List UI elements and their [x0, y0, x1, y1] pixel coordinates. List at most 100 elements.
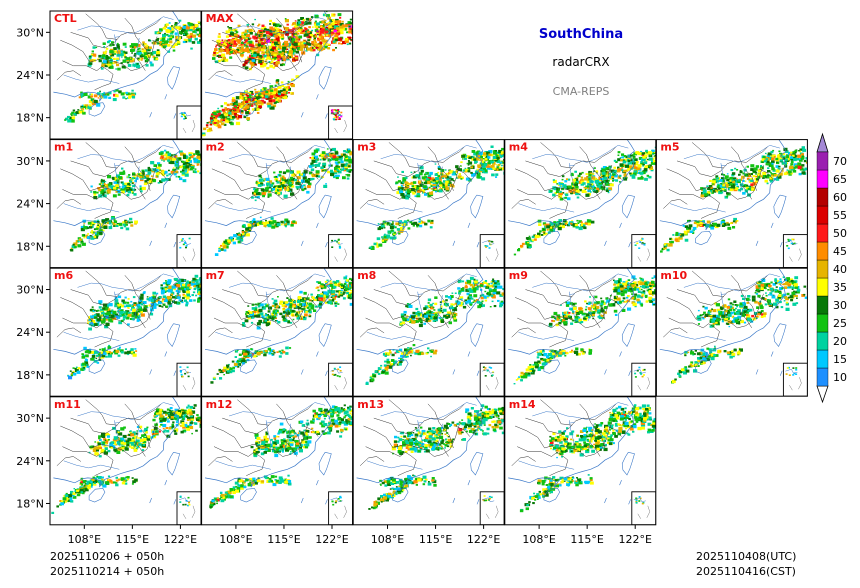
reflectivity-cell: [316, 157, 319, 160]
reflectivity-cell: [113, 224, 116, 227]
reflectivity-cell: [116, 174, 120, 178]
panel-m1: m1: [49, 139, 202, 269]
reflectivity-cell: [300, 17, 304, 21]
reflectivity-cell: [344, 164, 348, 167]
reflectivity-cell: [174, 22, 178, 25]
reflectivity-cell: [302, 19, 306, 22]
reflectivity-cell: [742, 180, 745, 182]
reflectivity-cell: [501, 164, 503, 167]
reflectivity-cell: [153, 57, 156, 59]
reflectivity-cell: [412, 181, 417, 184]
reflectivity-cell: [129, 181, 132, 183]
reflectivity-cell: [276, 55, 281, 59]
reflectivity-cell: [156, 51, 161, 55]
coastline: [508, 139, 635, 231]
reflectivity-cell: [314, 25, 318, 28]
reflectivity-cell: [136, 63, 139, 65]
reflectivity-cell: [122, 182, 126, 186]
reflectivity-cell: [71, 111, 75, 115]
reflectivity-cell: [236, 110, 240, 113]
reflectivity-cell: [110, 53, 115, 57]
reflectivity-cell: [589, 191, 592, 193]
coastline: [53, 139, 181, 231]
reflectivity-cell: [133, 177, 136, 179]
reflectivity-cell: [645, 151, 648, 154]
reflectivity-cell: [601, 178, 605, 181]
reflectivity-cell: [541, 234, 544, 236]
reflectivity-cell: [322, 13, 327, 17]
reflectivity-cell: [256, 223, 260, 226]
reflectivity-cell: [439, 184, 443, 187]
reflectivity-cell: [329, 154, 333, 157]
reflectivity-cell: [280, 58, 283, 60]
reflectivity-cell: [595, 170, 599, 173]
reflectivity-cell: [229, 121, 232, 124]
reflectivity-cell: [629, 161, 632, 164]
reflectivity-cell: [239, 238, 244, 242]
reflectivity-cell: [722, 185, 726, 189]
reflectivity-cell: [243, 116, 247, 119]
reflectivity-cell: [410, 171, 413, 174]
reflectivity-cell: [242, 101, 245, 104]
inset-dash: [182, 119, 196, 134]
reflectivity-cell: [81, 110, 85, 113]
reflectivity-cell: [80, 107, 85, 110]
reflectivity-cell: [228, 111, 232, 115]
reflectivity-cell: [96, 221, 100, 224]
reflectivity-cell: [166, 41, 169, 43]
reflectivity-cell: [715, 176, 718, 179]
reflectivity-cell: [499, 156, 502, 158]
reflectivity-cell: [90, 95, 93, 98]
reflectivity-cell: [325, 23, 329, 26]
reflectivity-cell: [100, 96, 104, 99]
reflectivity-cell: [104, 187, 108, 190]
reflectivity-cell: [338, 28, 343, 32]
reflectivity-cell: [271, 28, 275, 31]
reflectivity-cell: [248, 95, 253, 98]
reflectivity-cell: [777, 175, 782, 179]
reflectivity-cell: [285, 86, 288, 89]
reflectivity-cell: [176, 161, 179, 164]
reflectivity-cell: [316, 30, 319, 33]
reflectivity-cell: [167, 50, 171, 53]
reflectivity-cell: [611, 175, 615, 179]
reflectivity-cell: [423, 181, 428, 185]
reflectivity-cell: [563, 186, 565, 188]
reflectivity-cell: [561, 178, 564, 181]
reflectivity-cell: [78, 110, 83, 114]
reflectivity-cell: [633, 156, 636, 159]
province-border: [62, 60, 114, 91]
reflectivity-cell: [608, 189, 611, 192]
reflectivity-cell: [267, 31, 270, 34]
reflectivity-cell: [609, 166, 612, 169]
reflectivity-cell: [348, 30, 352, 34]
reflectivity-cell: [123, 188, 126, 191]
reflectivity-cell: [298, 26, 301, 29]
reflectivity-cell: [686, 230, 691, 233]
reflectivity-cell: [180, 29, 185, 33]
reflectivity-cell: [222, 119, 226, 122]
reflectivity-cell: [214, 117, 218, 120]
reflectivity-cell: [621, 153, 625, 156]
reflectivity-cell: [328, 164, 332, 167]
inset-cell: [184, 242, 187, 244]
reflectivity-cell: [476, 172, 481, 176]
reflectivity-cell: [120, 53, 124, 57]
reflectivity-cell: [629, 172, 634, 176]
reflectivity-cell: [325, 32, 330, 36]
reflectivity-cell: [145, 48, 150, 51]
reflectivity-cell: [485, 155, 489, 159]
reflectivity-cell: [115, 188, 118, 190]
reflectivity-cell: [484, 169, 488, 173]
reflectivity-cell: [274, 177, 279, 181]
reflectivity-cell: [190, 47, 193, 50]
reflectivity-cell: [267, 53, 271, 56]
reflectivity-cell: [335, 176, 339, 180]
reflectivity-cell: [802, 169, 806, 172]
reflectivity-cell: [542, 222, 547, 225]
reflectivity-cell: [313, 37, 316, 40]
reflectivity-cell: [102, 194, 107, 198]
reflectivity-cell: [300, 27, 303, 29]
reflectivity-cell: [131, 182, 134, 184]
reflectivity-cell: [121, 190, 125, 194]
